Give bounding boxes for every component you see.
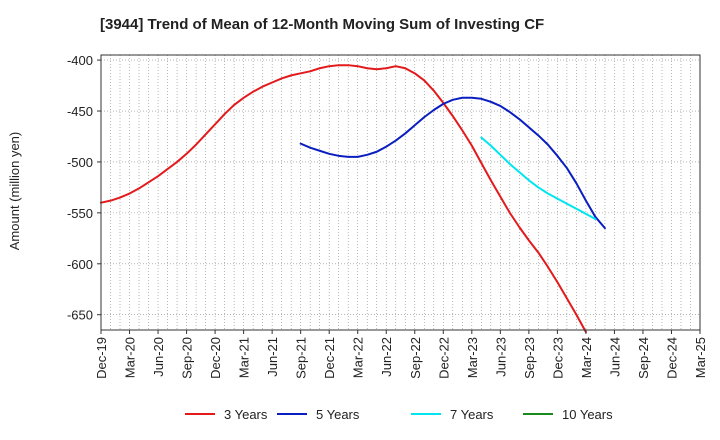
legend-label: 10 Years bbox=[562, 407, 613, 422]
y-tick-label: -400 bbox=[67, 53, 93, 68]
x-tick-label: Mar-20 bbox=[123, 337, 138, 378]
x-tick-label: Mar-22 bbox=[351, 337, 366, 378]
chart-title: [3944] Trend of Mean of 12-Month Moving … bbox=[100, 16, 544, 33]
x-tick-label: Mar-24 bbox=[579, 337, 594, 378]
x-tick-label: Jun-24 bbox=[607, 337, 622, 377]
series-line-7-years bbox=[480, 136, 597, 220]
legend-label: 7 Years bbox=[450, 407, 494, 422]
y-tick-label: -500 bbox=[67, 155, 93, 170]
x-tick-label: Dec-23 bbox=[550, 337, 565, 379]
x-tick-label: Dec-21 bbox=[322, 337, 337, 379]
legend: 3 Years 5 Years 7 Years 10 Years bbox=[185, 407, 613, 422]
series-lines bbox=[100, 64, 606, 334]
x-tick-label: Sep-20 bbox=[180, 337, 195, 379]
y-axis-ticks: -400 -450 -500 -550 -600 -650 bbox=[67, 53, 101, 323]
x-tick-label: Dec-24 bbox=[664, 337, 679, 379]
x-tick-label: Mar-23 bbox=[465, 337, 480, 378]
x-tick-label: Mar-25 bbox=[693, 337, 708, 378]
series-line-3-years bbox=[100, 64, 587, 334]
x-tick-label: Sep-22 bbox=[408, 337, 423, 379]
x-tick-label: Sep-24 bbox=[636, 337, 651, 379]
x-tick-label: Dec-20 bbox=[208, 337, 223, 379]
legend-label: 3 Years bbox=[224, 407, 268, 422]
y-axis-label: Amount (million yen) bbox=[7, 132, 22, 251]
y-tick-label: -450 bbox=[67, 104, 93, 119]
grid bbox=[101, 55, 700, 330]
y-tick-label: -600 bbox=[67, 257, 93, 272]
x-tick-label: Dec-22 bbox=[436, 337, 451, 379]
x-tick-label: Jun-23 bbox=[493, 337, 508, 377]
plot-frame bbox=[100, 54, 701, 331]
legend-label: 5 Years bbox=[316, 407, 360, 422]
y-tick-label: -650 bbox=[67, 308, 93, 323]
x-tick-label: Sep-21 bbox=[294, 337, 309, 379]
y-tick-label: -550 bbox=[67, 206, 93, 221]
x-tick-label: Sep-23 bbox=[522, 337, 537, 379]
x-axis-ticks: Dec-19 Mar-20 Jun-20 Sep-20 Dec-20 Mar-21 Jun-… bbox=[94, 330, 708, 379]
x-tick-label: Dec-19 bbox=[94, 337, 109, 379]
series-line-5-years bbox=[299, 96, 606, 230]
x-tick-label: Mar-21 bbox=[237, 337, 252, 378]
x-tick-label: Jun-20 bbox=[151, 337, 166, 377]
x-tick-label: Jun-21 bbox=[265, 337, 280, 377]
x-tick-label: Jun-22 bbox=[379, 337, 394, 377]
